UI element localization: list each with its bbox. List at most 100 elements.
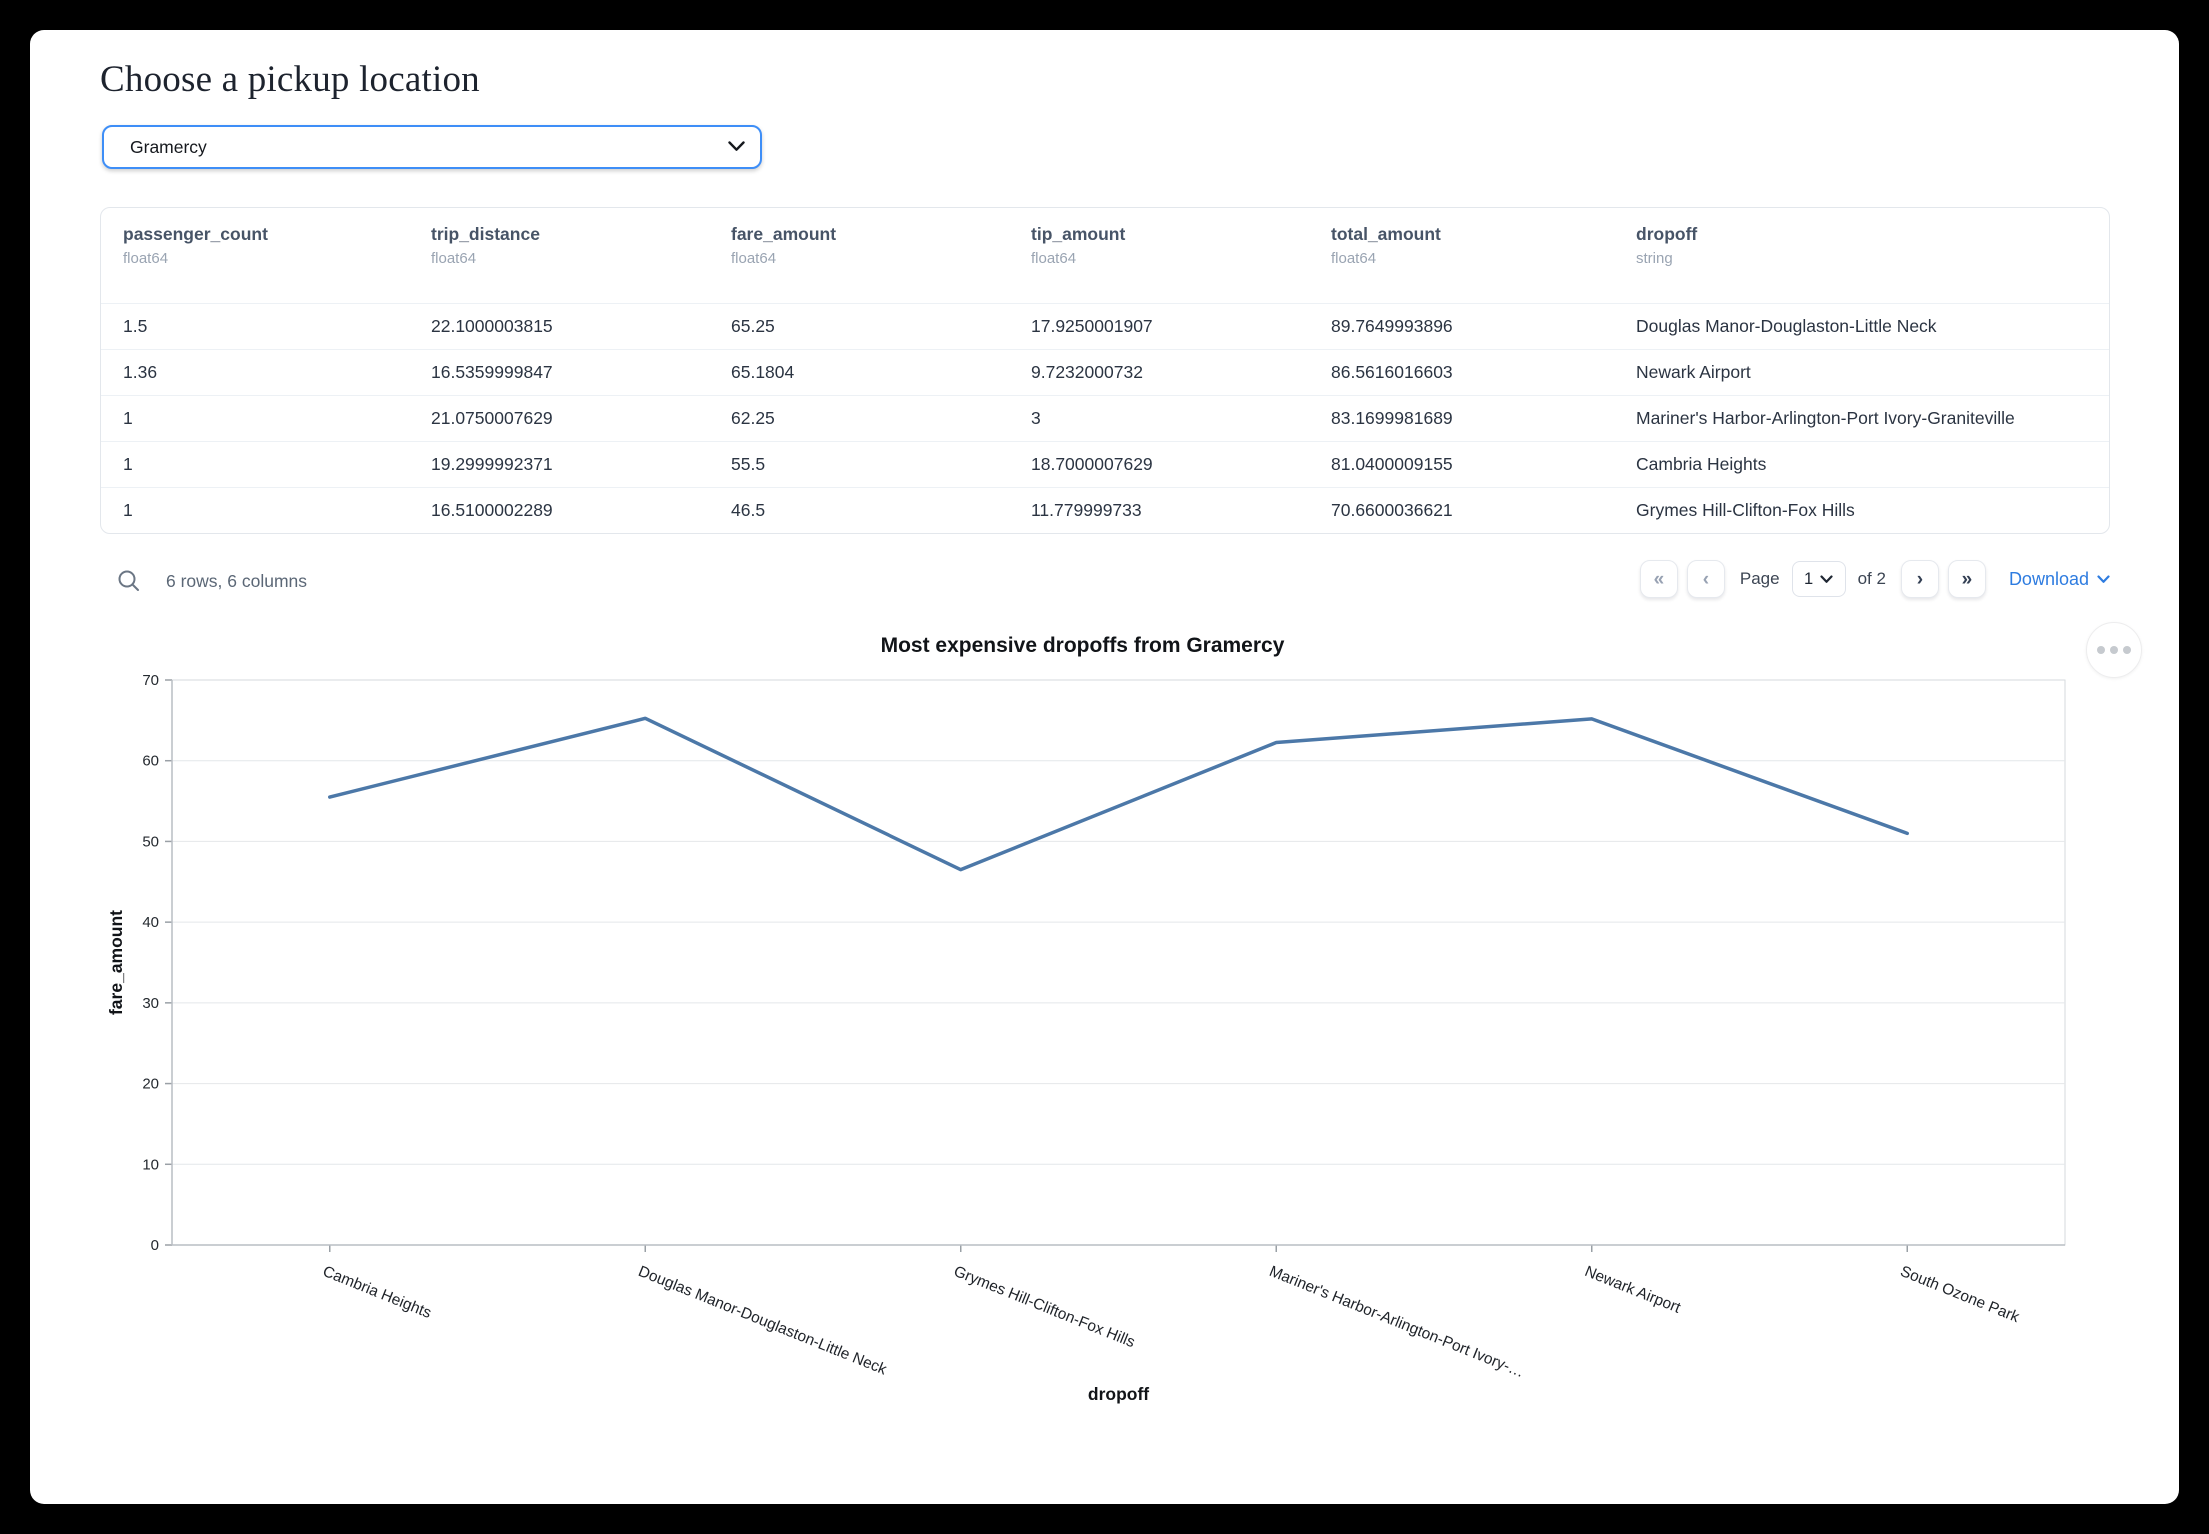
- table-cell: 81.0400009155: [1331, 454, 1453, 474]
- y-tick-label: 10: [142, 1156, 159, 1173]
- y-tick-label: 0: [151, 1237, 159, 1254]
- table-cell: 65.1804: [731, 362, 795, 382]
- chevron-down-icon: [1820, 574, 1833, 583]
- page-label: Page: [1739, 569, 1780, 588]
- table-row: 1 16.5100002289 46.5 11.779999733 70.6600036…: [101, 487, 2109, 533]
- column-name: fare_amount: [731, 224, 837, 244]
- x-tick-label: Douglas Manor-Douglaston-Little Neck: [636, 1263, 889, 1379]
- table-cell: 16.5100002289: [431, 500, 553, 520]
- search-icon: [118, 570, 139, 591]
- x-tick-label: Mariner's Harbor-Arlington-Port Ivory-…: [1267, 1263, 1527, 1381]
- table-cell: 18.7000007629: [1031, 454, 1153, 474]
- table-cell: 86.5616016603: [1331, 362, 1453, 382]
- y-axis-title: fare_amount: [106, 910, 126, 1015]
- table-cell: 1: [123, 500, 133, 520]
- page-count-label: of 2: [1857, 569, 1886, 588]
- table-row: 1.36 16.5359999847 65.1804 9.7232000732 86.5…: [101, 349, 2109, 395]
- chart-menu-button[interactable]: [2086, 622, 2142, 678]
- table-row: 1.5 22.1000003815 65.25 17.9250001907 89.764…: [101, 303, 2109, 349]
- y-tick-label: 30: [142, 995, 159, 1012]
- table-cell: 1: [123, 454, 133, 474]
- next-page-button[interactable]: ›: [1900, 560, 1939, 598]
- x-tick-label: Grymes Hill-Clifton-Fox Hills: [951, 1263, 1137, 1351]
- x-tick-label: South Ozone Park: [1898, 1263, 2022, 1326]
- pickup-select-wrap: Gramercy: [102, 125, 762, 169]
- table-cell: 17.9250001907: [1031, 316, 1153, 336]
- download-label: Download: [2008, 568, 2089, 589]
- x-tick-label: Cambria Heights: [320, 1263, 434, 1322]
- table-cell: 21.0750007629: [431, 408, 553, 428]
- page-number-select[interactable]: 1: [1791, 561, 1846, 597]
- column-dtype: float64: [1331, 250, 1377, 267]
- fare-amount-line: [328, 716, 1909, 872]
- first-page-button[interactable]: «: [1639, 560, 1678, 598]
- search-button[interactable]: [116, 568, 142, 597]
- ellipsis-icon: [2097, 646, 2105, 654]
- column-header[interactable]: total_amount float64: [1309, 224, 1614, 267]
- chart-panel: Most expensive dropoffs from Gramercy 0 1…: [100, 622, 2142, 1430]
- table-cell: 70.6600036621: [1331, 500, 1453, 520]
- column-name: passenger_count: [123, 224, 268, 244]
- table-cell: 9.7232000732: [1031, 362, 1143, 382]
- y-tick-label: 70: [142, 672, 159, 689]
- fare-line-chart: 0 10 20 30 40 50 60 70 Cambria Heights Douglas Ma…: [106, 672, 2066, 1404]
- table-cell: Douglas Manor-Douglaston-Little Neck: [1636, 316, 1937, 336]
- table-row: 1 21.0750007629 62.25 3 83.1699981689 Mariner…: [101, 395, 2109, 441]
- table-cell: 3: [1031, 408, 1041, 428]
- column-name: dropoff: [1636, 224, 1698, 244]
- y-tick-label: 50: [142, 833, 159, 850]
- column-header[interactable]: passenger_count float64: [101, 224, 409, 267]
- table-cell: 55.5: [731, 454, 766, 474]
- chart-title: Most expensive dropoffs from Gramercy: [880, 634, 1285, 657]
- pagination-controls: « ‹ Page 1 of 2 › » Download: [1639, 560, 2110, 598]
- table-cell: Newark Airport: [1636, 362, 1751, 382]
- table-cell: Mariner's Harbor-Arlington-Port Ivory-Gr…: [1636, 408, 2015, 428]
- column-header[interactable]: fare_amount float64: [709, 224, 1009, 267]
- table-cell: 1.5: [123, 316, 148, 336]
- pickup-location-select[interactable]: Gramercy: [102, 125, 762, 169]
- y-tick-label: 20: [142, 1076, 159, 1093]
- column-dtype: float64: [731, 250, 777, 267]
- y-tick-label: 40: [142, 914, 159, 931]
- page-title: Choose a pickup location: [100, 59, 480, 100]
- table-row: 1 19.2999992371 55.5 18.7000007629 81.040000…: [101, 441, 2109, 487]
- last-page-button[interactable]: »: [1947, 560, 1986, 598]
- column-name: tip_amount: [1031, 224, 1126, 244]
- table-cell: 89.7649993896: [1331, 316, 1453, 336]
- table-cell: 19.2999992371: [431, 454, 553, 474]
- table-cell: 1: [123, 408, 133, 428]
- chevron-down-icon: [2097, 574, 2110, 583]
- page-number-value: 1: [1803, 569, 1814, 588]
- x-tick-label: Newark Airport: [1582, 1263, 1683, 1317]
- table-cell: 65.25: [731, 316, 775, 336]
- table-body: 1.5 22.1000003815 65.25 17.9250001907 89.764…: [101, 303, 2109, 533]
- column-name: trip_distance: [431, 224, 540, 244]
- table-cell: 1.36: [123, 362, 158, 382]
- table-cell: 62.25: [731, 408, 775, 428]
- column-header[interactable]: trip_distance float64: [409, 224, 709, 267]
- app-card: Choose a pickup location Gramercy passen…: [30, 30, 2179, 1504]
- column-dtype: float64: [1031, 250, 1077, 267]
- column-dtype: float64: [431, 250, 477, 267]
- y-tick-label: 60: [142, 753, 159, 770]
- table-cell: 46.5: [731, 500, 766, 520]
- prev-page-button[interactable]: ‹: [1686, 560, 1725, 598]
- table-footer: 6 rows, 6 columns « ‹ Page 1 of 2 › » Do…: [100, 558, 2110, 606]
- column-header[interactable]: tip_amount float64: [1009, 224, 1309, 267]
- table-cell: 22.1000003815: [431, 316, 553, 336]
- ellipsis-icon: [2110, 646, 2118, 654]
- row-summary: 6 rows, 6 columns: [166, 571, 308, 591]
- table-cell: Grymes Hill-Clifton-Fox Hills: [1636, 500, 1855, 520]
- x-axis-title: dropoff: [1088, 1384, 1149, 1404]
- column-name: total_amount: [1331, 224, 1441, 244]
- table-cell: 11.779999733: [1031, 500, 1142, 520]
- download-button[interactable]: Download: [2009, 569, 2110, 590]
- column-dtype: float64: [123, 250, 169, 267]
- column-dtype: string: [1636, 250, 1673, 267]
- table-cell: Cambria Heights: [1636, 454, 1767, 474]
- table-cell: 16.5359999847: [431, 362, 553, 382]
- column-header[interactable]: dropoff string: [1614, 224, 2109, 267]
